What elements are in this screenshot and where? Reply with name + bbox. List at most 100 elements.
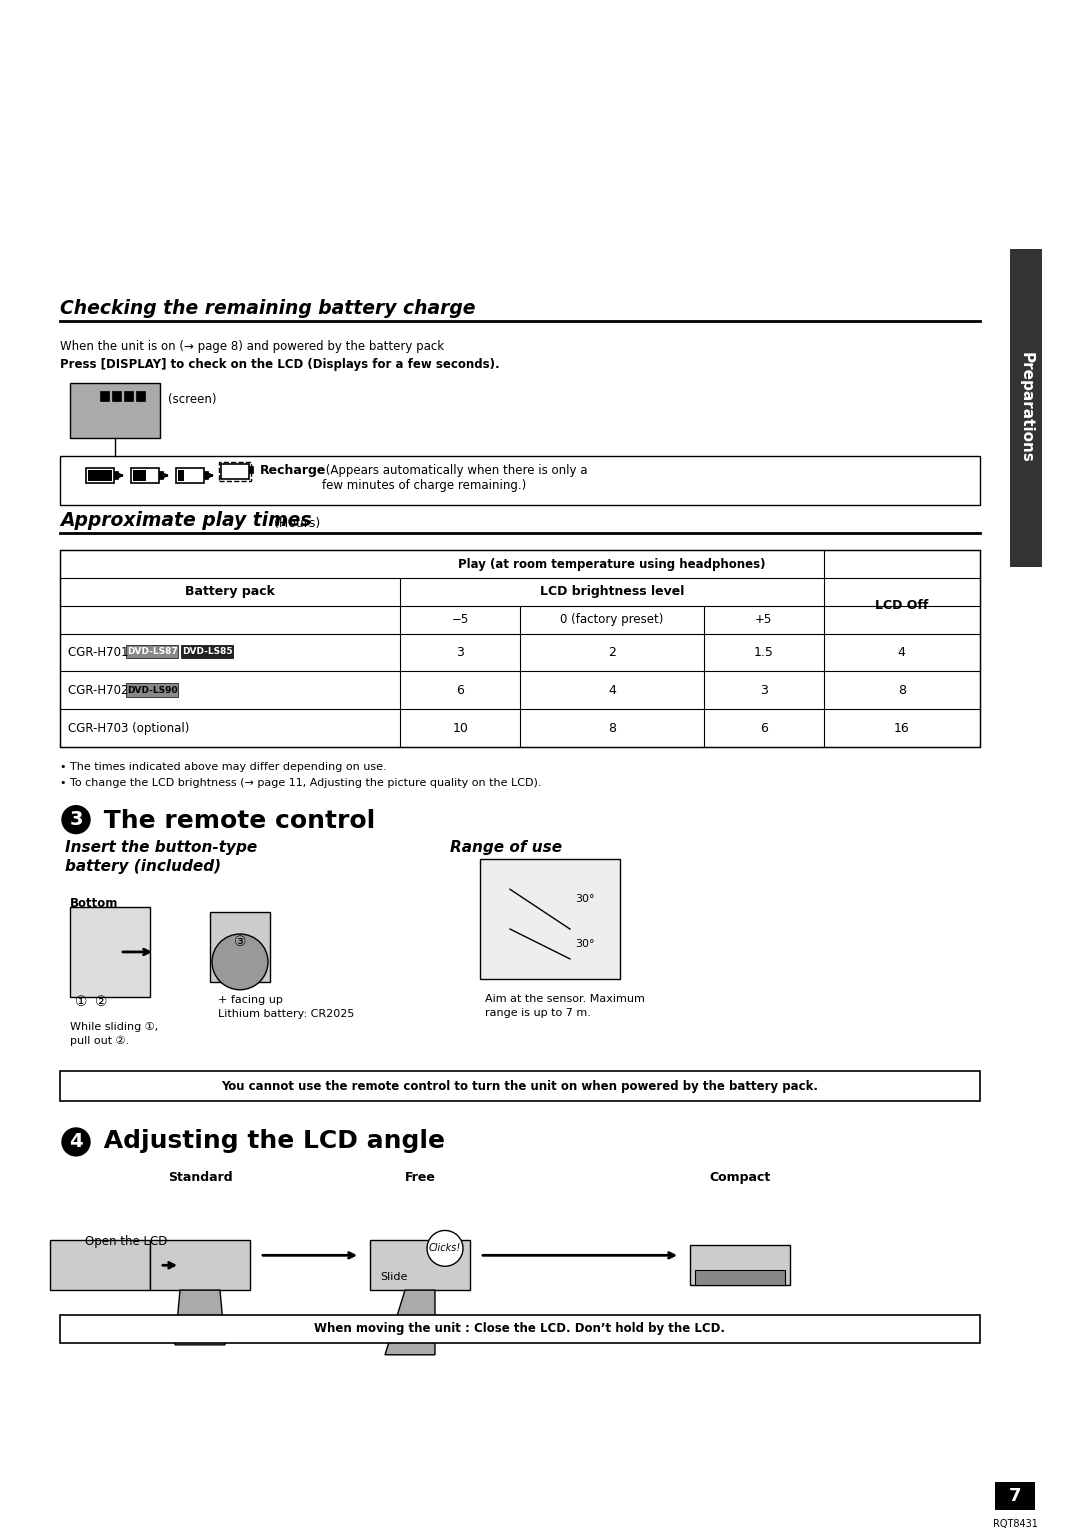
Bar bbox=[126, 683, 178, 697]
Text: 10: 10 bbox=[453, 721, 468, 735]
Text: RQT8431: RQT8431 bbox=[993, 1519, 1038, 1528]
Text: When the unit is on (→ page 8) and powered by the battery pack: When the unit is on (→ page 8) and power… bbox=[60, 341, 444, 353]
Text: 6: 6 bbox=[456, 685, 464, 697]
Bar bbox=[249, 466, 253, 474]
Bar bbox=[114, 472, 118, 480]
Text: CGR-H702: CGR-H702 bbox=[68, 685, 132, 697]
Text: (screen): (screen) bbox=[168, 393, 216, 406]
Text: Open the LCD: Open the LCD bbox=[85, 1236, 167, 1248]
Bar bbox=[221, 463, 249, 480]
Bar bbox=[1010, 249, 1042, 567]
Bar bbox=[696, 1270, 785, 1285]
Text: While sliding ①,
pull out ②.: While sliding ①, pull out ②. bbox=[70, 1022, 159, 1047]
Text: Adjusting the LCD angle: Adjusting the LCD angle bbox=[95, 1129, 445, 1154]
Bar bbox=[690, 1245, 789, 1285]
Text: ②: ② bbox=[95, 995, 108, 1008]
Text: Preparations: Preparations bbox=[1018, 353, 1034, 463]
Text: LCD brightness level: LCD brightness level bbox=[540, 585, 685, 599]
Bar bbox=[131, 468, 159, 483]
Text: Bottom: Bottom bbox=[70, 897, 119, 911]
Text: DVD-LS85: DVD-LS85 bbox=[181, 646, 232, 656]
Bar bbox=[995, 1482, 1035, 1510]
FancyBboxPatch shape bbox=[60, 1071, 980, 1102]
Text: 7: 7 bbox=[1009, 1487, 1022, 1505]
Text: DVD-LS90: DVD-LS90 bbox=[126, 686, 177, 695]
Bar bbox=[150, 1241, 249, 1290]
Circle shape bbox=[212, 934, 268, 990]
Text: CGR-H703 (optional): CGR-H703 (optional) bbox=[68, 721, 189, 735]
Text: (Appears automatically when there is only a
few minutes of charge remaining.): (Appears automatically when there is onl… bbox=[322, 463, 588, 492]
Bar bbox=[370, 1241, 470, 1290]
Text: Approximate play times: Approximate play times bbox=[60, 512, 311, 530]
Text: • To change the LCD brightness (→ page 11, Adjusting the picture quality on the : • To change the LCD brightness (→ page 1… bbox=[60, 778, 541, 788]
Text: 3: 3 bbox=[69, 810, 83, 830]
Bar bbox=[60, 550, 980, 747]
Text: ①: ① bbox=[75, 995, 87, 1008]
Text: • The times indicated above may differ depending on use.: • The times indicated above may differ d… bbox=[60, 762, 387, 772]
Circle shape bbox=[427, 1230, 463, 1267]
FancyBboxPatch shape bbox=[60, 1316, 980, 1343]
Text: 4: 4 bbox=[69, 1132, 83, 1152]
Text: 2: 2 bbox=[608, 646, 616, 659]
Text: LCD Off: LCD Off bbox=[875, 599, 929, 613]
Text: Aim at the sensor. Maximum
range is up to 7 m.: Aim at the sensor. Maximum range is up t… bbox=[485, 993, 645, 1018]
Bar bbox=[100, 391, 109, 400]
Polygon shape bbox=[384, 1290, 435, 1355]
Text: Free: Free bbox=[405, 1170, 435, 1184]
Bar bbox=[210, 912, 270, 983]
Bar bbox=[480, 859, 620, 979]
Text: Press [DISPLAY] to check on the LCD (Displays for a few seconds).: Press [DISPLAY] to check on the LCD (Dis… bbox=[60, 358, 500, 371]
Text: 16: 16 bbox=[894, 721, 909, 735]
Bar bbox=[219, 461, 251, 481]
Text: Compact: Compact bbox=[710, 1170, 771, 1184]
Bar bbox=[86, 468, 114, 483]
Text: 30°: 30° bbox=[575, 894, 594, 905]
Text: −5: −5 bbox=[451, 613, 469, 626]
Text: + facing up
Lithium battery: CR2025: + facing up Lithium battery: CR2025 bbox=[218, 995, 354, 1019]
Text: You cannot use the remote control to turn the unit on when powered by the batter: You cannot use the remote control to tur… bbox=[221, 1080, 819, 1093]
Text: When moving the unit : Close the LCD. Don’t hold by the LCD.: When moving the unit : Close the LCD. Do… bbox=[314, 1322, 726, 1335]
Text: 30°: 30° bbox=[575, 940, 594, 949]
Bar bbox=[181, 645, 233, 659]
Text: Insert the button-type
battery (included): Insert the button-type battery (included… bbox=[65, 839, 257, 874]
Bar bbox=[133, 469, 146, 481]
Bar bbox=[176, 468, 204, 483]
FancyBboxPatch shape bbox=[60, 455, 980, 506]
Text: +5: +5 bbox=[755, 613, 772, 626]
Text: Slide: Slide bbox=[380, 1273, 407, 1282]
Bar bbox=[70, 908, 150, 996]
Bar bbox=[124, 391, 133, 400]
Bar bbox=[136, 391, 145, 400]
Text: 6: 6 bbox=[760, 721, 768, 735]
Circle shape bbox=[62, 1128, 90, 1155]
Text: DVD-LS87: DVD-LS87 bbox=[126, 646, 177, 656]
Text: 0 (factory preset): 0 (factory preset) bbox=[561, 613, 664, 626]
Polygon shape bbox=[175, 1290, 225, 1345]
Text: 8: 8 bbox=[608, 721, 616, 735]
Text: Battery pack: Battery pack bbox=[186, 585, 275, 599]
Bar bbox=[159, 472, 163, 480]
Text: 3: 3 bbox=[456, 646, 464, 659]
Circle shape bbox=[62, 805, 90, 834]
Bar bbox=[70, 384, 160, 437]
Text: 3: 3 bbox=[760, 685, 768, 697]
Text: Range of use: Range of use bbox=[450, 839, 562, 854]
Text: (Hours): (Hours) bbox=[270, 516, 321, 530]
Text: 8: 8 bbox=[897, 685, 906, 697]
Text: Play (at room temperature using headphones): Play (at room temperature using headphon… bbox=[458, 558, 766, 570]
Text: Standard: Standard bbox=[167, 1170, 232, 1184]
Text: 4: 4 bbox=[897, 646, 906, 659]
Bar bbox=[204, 472, 208, 480]
Text: The remote control: The remote control bbox=[95, 808, 375, 833]
Text: Checking the remaining battery charge: Checking the remaining battery charge bbox=[60, 299, 475, 318]
Text: CGR-H701: CGR-H701 bbox=[68, 646, 132, 659]
Text: ③: ③ bbox=[233, 935, 246, 949]
Text: Clicks!: Clicks! bbox=[429, 1244, 461, 1253]
Bar bbox=[178, 469, 184, 481]
Bar bbox=[112, 391, 121, 400]
Text: Recharge: Recharge bbox=[260, 463, 326, 477]
Bar bbox=[126, 645, 178, 659]
Bar bbox=[87, 469, 112, 481]
Text: 4: 4 bbox=[608, 685, 616, 697]
Text: 1.5: 1.5 bbox=[754, 646, 773, 659]
